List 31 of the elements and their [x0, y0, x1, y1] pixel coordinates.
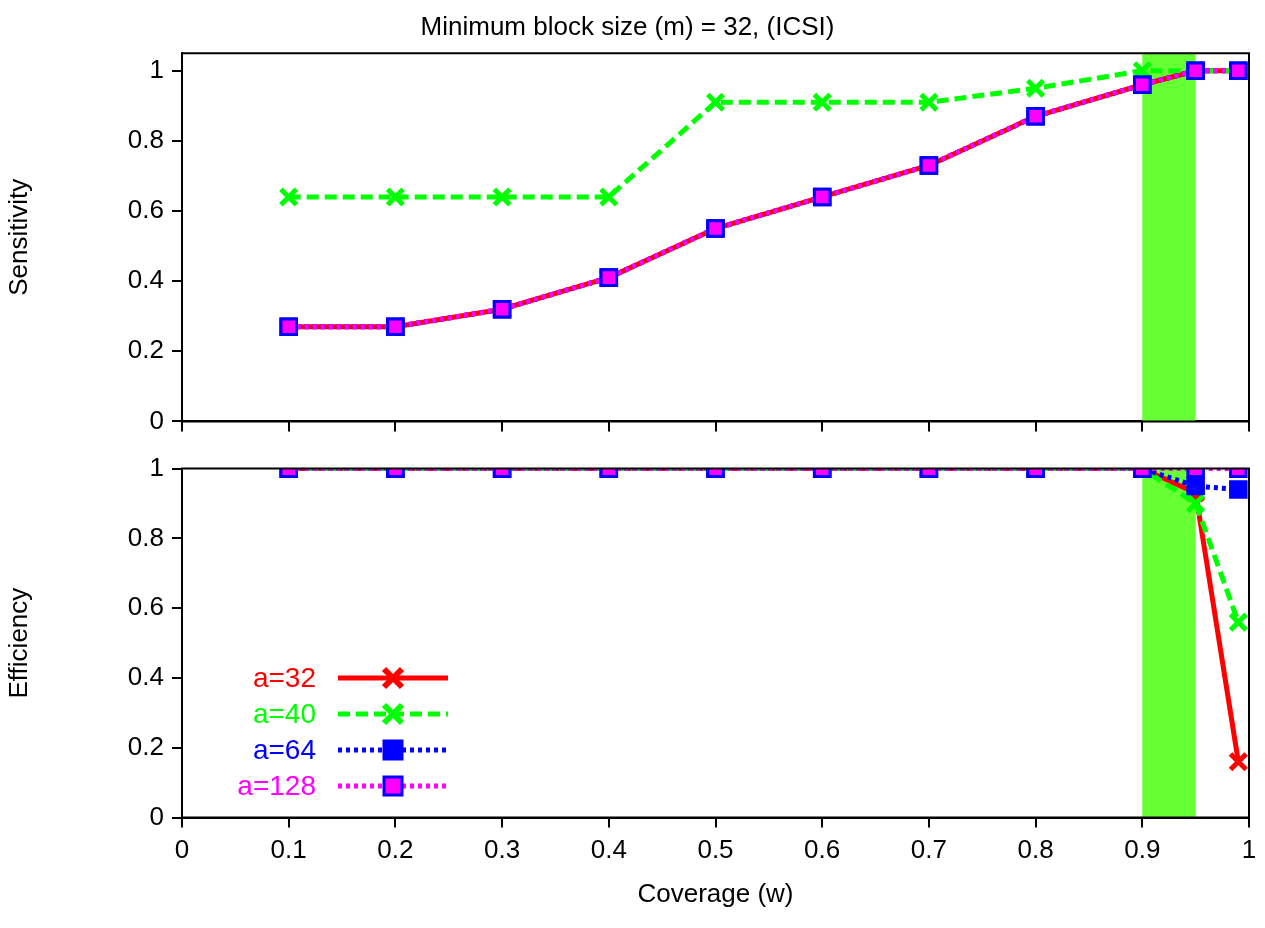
- x-tick-label: 0.7: [910, 834, 947, 865]
- x-tick-label: 0.3: [484, 834, 521, 865]
- y-tick-label: 0.4: [127, 661, 164, 692]
- x-tick-label: 0.6: [804, 834, 841, 865]
- x-tick-label: 0.9: [1124, 834, 1161, 865]
- legend-label: a=40: [251, 697, 316, 730]
- y-tick-label: 0.4: [127, 264, 164, 295]
- x-tick-label: 0.2: [377, 834, 414, 865]
- y-axis-title: Sensitivity: [2, 178, 33, 296]
- y-tick-label: 0.8: [127, 521, 164, 552]
- x-tick-label: 0.4: [590, 834, 627, 865]
- y-tick-label: 0.2: [127, 730, 164, 761]
- y-axis-title: Efficiency: [2, 587, 33, 699]
- legend-label: a=64: [251, 733, 316, 766]
- x-tick-label: 0.5: [697, 834, 734, 865]
- y-tick-label: 0.6: [127, 194, 164, 225]
- y-tick-label: 1: [149, 53, 164, 84]
- x-tick-label: 0.1: [270, 834, 307, 865]
- chart-title: Minimum block size (m) = 32, (ICSI): [420, 10, 835, 41]
- legend-label: a=128: [236, 769, 316, 802]
- y-tick-label: 1: [149, 451, 164, 482]
- x-tick-label: 0.8: [1017, 834, 1054, 865]
- x-tick-label: 1: [1241, 834, 1257, 865]
- x-axis-title: Coverage (w): [637, 877, 794, 908]
- y-tick-label: 0: [149, 404, 164, 435]
- x-tick-label: 0: [174, 834, 190, 865]
- y-tick-label: 0.2: [127, 334, 164, 365]
- y-tick-label: 0: [149, 800, 164, 831]
- y-tick-label: 0.6: [127, 591, 164, 622]
- y-tick-label: 0.8: [127, 124, 164, 155]
- legend-label: a=32: [251, 661, 316, 694]
